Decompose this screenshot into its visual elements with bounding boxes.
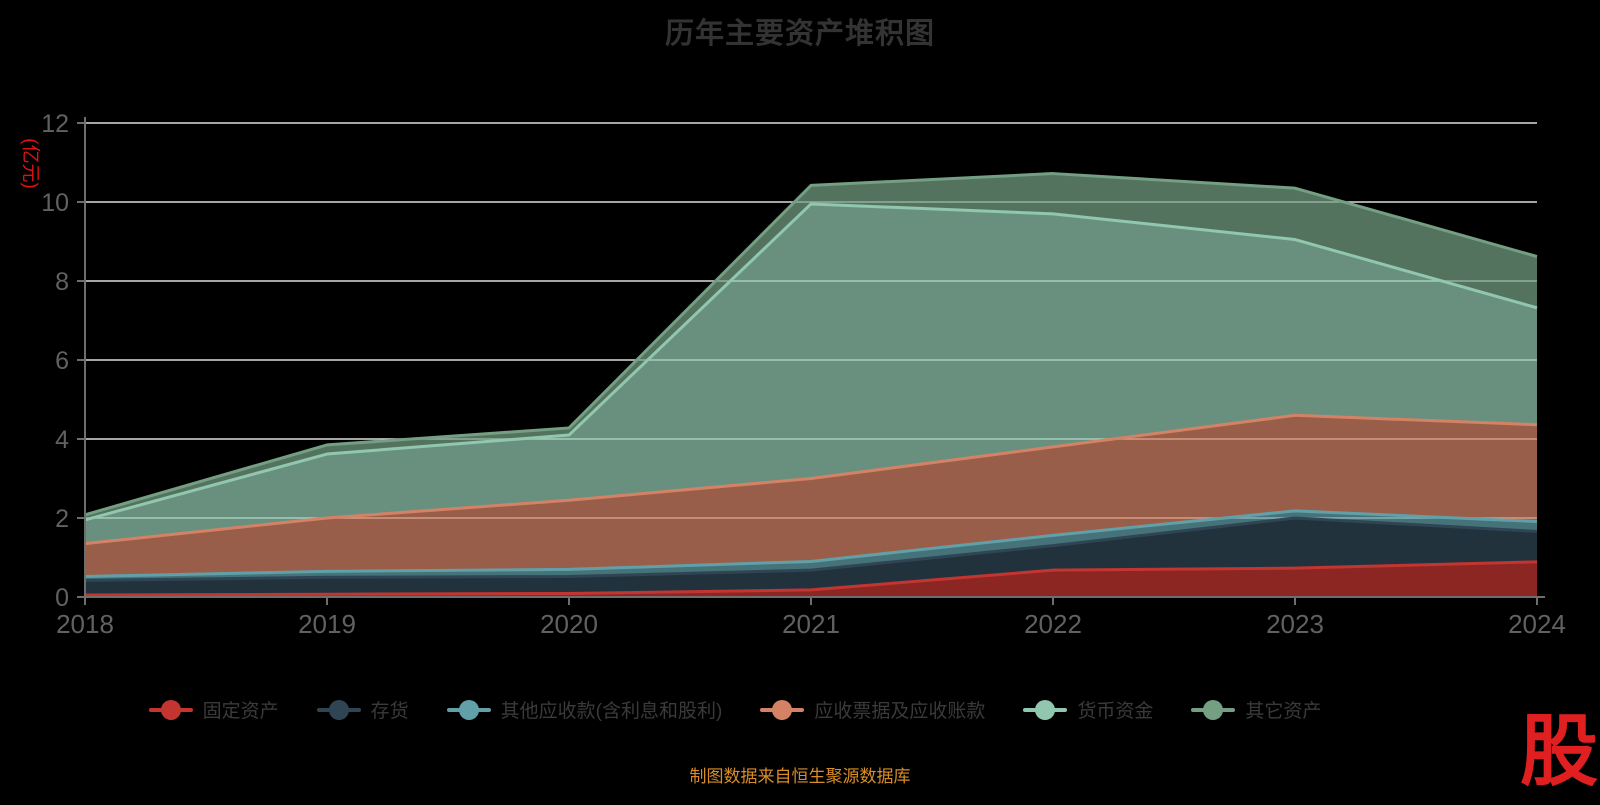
x-tick-label: 2024 (1508, 609, 1566, 639)
legend-line-dot-icon (316, 699, 361, 721)
area-band (85, 203, 1537, 544)
legend-line-dot-icon (446, 699, 491, 721)
area-band (85, 415, 1537, 577)
x-tick-label: 2019 (298, 609, 356, 639)
legend-label: 应收票据及应收账款 (814, 701, 986, 722)
series-line (84, 202, 1538, 522)
legend: 固定资产 存货 其他应收款(含利息和股利) 应收票据及应收账款 货币资金 其它资产 (0, 696, 1470, 723)
brand-logo: 股 (1519, 707, 1598, 795)
area-band (85, 518, 1537, 596)
legend-item[interactable]: 货币资金 (1023, 696, 1153, 723)
y-tick-label: 6 (55, 347, 69, 375)
legend-item[interactable]: 存货 (316, 696, 409, 723)
x-tick-label: 2023 (1266, 609, 1324, 639)
legend-label: 其他应收款(含利息和股利) (500, 701, 723, 722)
y-tick-label: 10 (41, 189, 69, 217)
legend-item[interactable]: 其他应收款(含利息和股利) (446, 696, 723, 723)
legend-line-dot-icon (1191, 699, 1236, 721)
legend-item[interactable]: 固定资产 (148, 696, 279, 723)
legend-label: 存货 (370, 701, 409, 722)
source-note: 制图数据来自恒生聚源数据库 (689, 767, 911, 786)
y-tick-label: 2 (55, 505, 69, 533)
series-line (84, 413, 1538, 546)
y-tick-label: 12 (41, 110, 69, 138)
legend-line-dot-icon (148, 699, 193, 721)
series-line (84, 509, 1538, 578)
x-tick-label: 2020 (540, 609, 598, 639)
legend-line-dot-icon (760, 699, 805, 721)
y-tick-label: 0 (55, 584, 69, 612)
chart-title: 历年主要资产堆积图 (664, 18, 935, 50)
legend-label: 其它资产 (1245, 701, 1322, 722)
area-band (85, 510, 1537, 581)
legend-item[interactable]: 应收票据及应收账款 (760, 696, 985, 723)
x-tick-label: 2022 (1024, 609, 1082, 639)
x-tick-label: 2018 (56, 609, 114, 639)
legend-item[interactable]: 其它资产 (1191, 696, 1321, 723)
series-line (84, 172, 1538, 517)
legend-label: 固定资产 (202, 701, 279, 722)
y-tick-label: 8 (55, 268, 69, 296)
legend-label: 货币资金 (1077, 701, 1154, 722)
y-tick-label: 4 (55, 426, 69, 454)
legend-line-dot-icon (1023, 699, 1068, 721)
x-tick-label: 2021 (782, 609, 840, 639)
series-line (84, 560, 1538, 597)
series-line (84, 516, 1538, 582)
